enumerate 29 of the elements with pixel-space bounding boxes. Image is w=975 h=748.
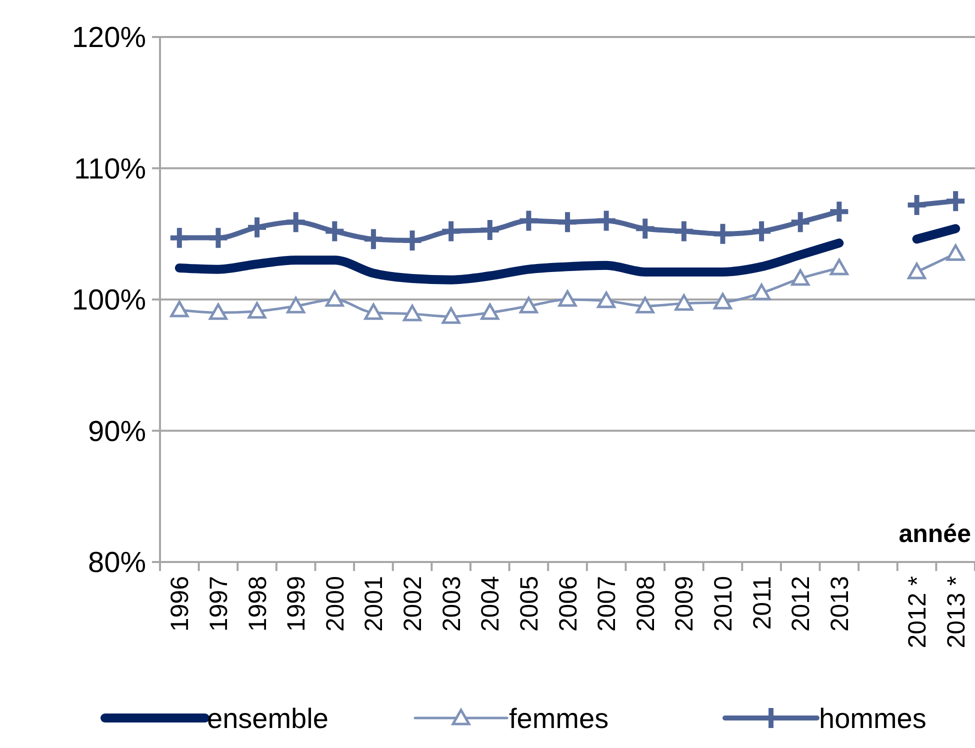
x-axis-title: année	[898, 520, 972, 548]
x-tick-label: 2008	[632, 576, 660, 632]
x-tick-label: 2013 *	[942, 576, 970, 648]
x-tick-label: 2007	[593, 576, 622, 632]
x-tick-label: 2011	[748, 576, 776, 630]
x-tick-label: 2003	[438, 576, 466, 632]
x-tick-label: 1997	[204, 576, 233, 632]
x-tick-label: 2010	[709, 576, 738, 632]
x-tick-label: 2005	[515, 576, 544, 632]
legend-label: hommes	[819, 702, 926, 734]
x-tick-label: 2012	[787, 576, 816, 632]
y-tick-label: 100%	[72, 284, 146, 317]
x-tick-label: 2012 *	[904, 576, 932, 648]
x-tick-label: 1996	[166, 576, 194, 632]
x-tick-label: 2006	[554, 576, 582, 632]
y-tick-label: 90%	[88, 416, 146, 448]
y-tick-label: 120%	[72, 22, 146, 54]
x-tick-label: 2004	[476, 576, 505, 632]
x-tick-label: 1999	[282, 576, 311, 632]
x-tick-label: 2001	[360, 576, 388, 632]
x-tick-label: 2002	[399, 576, 428, 632]
y-tick-label: 110%	[74, 153, 146, 186]
x-tick-label: 2009	[670, 576, 699, 632]
x-tick-label: 2000	[321, 576, 350, 632]
x-tick-label: 1998	[244, 576, 272, 632]
legend-label: ensemble	[207, 702, 328, 734]
y-tick-label: 80%	[88, 547, 146, 580]
legend-label: femmes	[509, 702, 609, 734]
x-tick-label: 2013	[826, 576, 854, 632]
